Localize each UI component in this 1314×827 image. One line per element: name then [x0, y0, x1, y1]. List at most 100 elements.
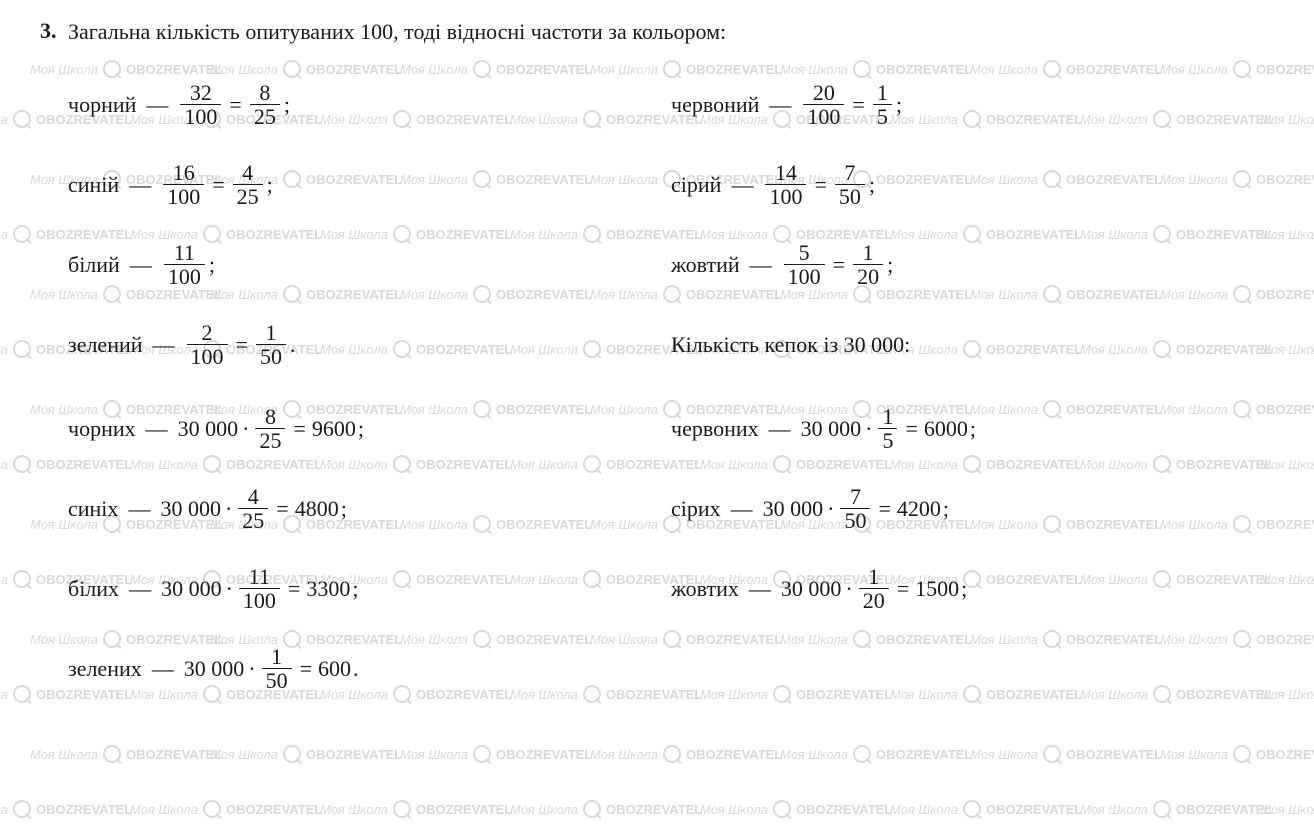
color-label: зелений [68, 332, 143, 358]
row-terminator: ; [209, 252, 215, 278]
equals-sign: = [276, 496, 288, 522]
search-icon [203, 800, 221, 818]
equals-sign: = [814, 172, 826, 198]
equals-sign: = [300, 656, 312, 682]
watermark-brand-b: OBOZREVATEL [306, 747, 402, 762]
watermark-stamp: Моя ШколаOBOZREVATEL [590, 745, 782, 763]
multiply-sign: · [248, 656, 255, 682]
watermark-brand-b: OBOZREVATEL [606, 802, 702, 817]
watermark-brand-a: Моя Школа [1160, 747, 1228, 762]
color-label: червоний [671, 92, 759, 118]
watermark-brand-b: OBOZREVATEL [416, 802, 512, 817]
search-icon [963, 800, 981, 818]
watermark-stamp: Моя ШколаOBOZREVATEL [510, 800, 702, 818]
multiply-sign: · [242, 416, 249, 442]
color-label: жовтий [671, 252, 740, 278]
fraction-denominator: 25 [255, 428, 285, 452]
row-terminator: ; [358, 416, 364, 442]
multiply-sign: · [827, 496, 834, 522]
watermark-stamp: Моя Школа OBOZREVATEL [1080, 800, 1272, 818]
result-value: 600 [318, 656, 351, 682]
result-value: 9600 [312, 416, 356, 442]
fraction-numerator: 1 [864, 565, 883, 588]
equals-sign: = [878, 496, 890, 522]
watermark-brand-a: Моя Школа [700, 802, 768, 817]
fraction-denominator: 100 [239, 588, 280, 612]
fraction-denominator: 100 [784, 264, 825, 288]
fraction-numerator: 1 [859, 241, 878, 264]
dash: — [731, 172, 753, 198]
frequencies-left-column: чорний—32100=825;синій—16100=425;білий—1… [68, 65, 671, 385]
count-title: Кількість кепок із 30 000: [671, 332, 910, 358]
search-icon [393, 800, 411, 818]
fraction-denominator: 100 [187, 344, 228, 368]
color-label: чорний [68, 92, 136, 118]
equals-sign: = [212, 172, 224, 198]
fraction-numerator: 7 [840, 161, 859, 184]
dash: — [731, 496, 753, 522]
multiply-sign: · [226, 576, 233, 602]
base-value: 30 000 [160, 496, 221, 522]
color-label: синій [68, 172, 119, 198]
frequencies-right-column: червоний—20100=15;сірий—14100=750;жовтий… [671, 65, 1274, 385]
counts-right-column: червоних—30 000·15=6000;сірих—30 000·750… [671, 389, 1274, 709]
watermark-stamp: Моя ШколаOBOZREVATEL [400, 745, 592, 763]
counts-left-column: чорних—30 000·825=9600;синіх—30 000·425=… [68, 389, 671, 709]
search-icon [283, 745, 301, 763]
equals-sign: = [229, 92, 241, 118]
watermark-brand-a: Моя Школа [590, 747, 658, 762]
dash: — [129, 172, 151, 198]
watermark-stamp: Моя ШколаOBOZREVATEL [130, 800, 322, 818]
watermark-stamp: Моя Школа OBOZREVATEL [890, 800, 1082, 818]
row-terminator: ; [352, 576, 358, 602]
watermark-stamp: Моя ШколаOBOZREVATEL [30, 745, 222, 763]
fraction: 14100 [765, 161, 806, 208]
color-label: синіх [68, 496, 118, 522]
equals-sign: = [852, 92, 864, 118]
fraction-numerator: 1 [878, 405, 897, 428]
frequency-row: синій—16100=425; [68, 145, 671, 225]
color-label: сірих [671, 496, 721, 522]
watermark-brand-b: OBOZREVATEL [1176, 802, 1272, 817]
frequency-row: жовтий—5100=120; [671, 225, 1274, 305]
watermark-brand-b: OBOZREVATEL [1256, 747, 1314, 762]
problem-number: 3. [40, 18, 68, 44]
fraction-denominator: 100 [765, 184, 806, 208]
watermark-brand-b: OBOZREVATEL [986, 802, 1082, 817]
base-value: 30 000 [801, 416, 862, 442]
row-terminator: ; [896, 92, 902, 118]
fraction-denominator: 100 [180, 104, 221, 128]
watermark-brand-b: OBOZREVATEL [796, 802, 892, 817]
fraction: 150 [256, 321, 286, 368]
watermark-brand-b: OBOZREVATEL [496, 747, 592, 762]
fraction-numerator: 1 [267, 645, 286, 668]
fraction: 120 [859, 565, 889, 612]
watermark-brand-a: Моя Школа [1080, 802, 1148, 817]
fraction: 825 [255, 405, 285, 452]
dash: — [769, 416, 791, 442]
search-icon [103, 745, 121, 763]
watermark-stamp: Моя Школа OBOZREVATEL [700, 800, 892, 818]
fraction-denominator: 100 [163, 184, 204, 208]
fraction-denominator: 50 [840, 508, 870, 532]
dash: — [749, 576, 771, 602]
watermark-brand-a: Моя Школа [780, 747, 848, 762]
watermark-stamp: Моя ШколаOBOZREVATEL [970, 745, 1162, 763]
fraction: 750 [835, 161, 865, 208]
watermark-brand-a: Моя Школа [210, 747, 278, 762]
count-row: білих—30 000·11100=3300; [68, 549, 671, 629]
frequency-row: червоний—20100=15; [671, 65, 1274, 145]
watermark-brand-b: OBOZREVATEL [876, 747, 972, 762]
watermark-brand-b: OBOZREVATEL [1066, 747, 1162, 762]
color-label: чорних [68, 416, 136, 442]
frequency-row: сірий—14100=750; [671, 145, 1274, 225]
fraction: 20100 [803, 81, 844, 128]
frequency-row: білий—11100; [68, 225, 671, 305]
watermark-stamp: Моя ШколаOBOZREVATEL [320, 800, 512, 818]
color-label: білий [68, 252, 120, 278]
count-row: жовтих—30 000·120=1500; [671, 549, 1274, 629]
color-label: сірий [671, 172, 721, 198]
watermark-brand-a: Моя Школа [890, 802, 958, 817]
row-terminator: ; [341, 496, 347, 522]
fraction-denominator: 20 [853, 264, 883, 288]
